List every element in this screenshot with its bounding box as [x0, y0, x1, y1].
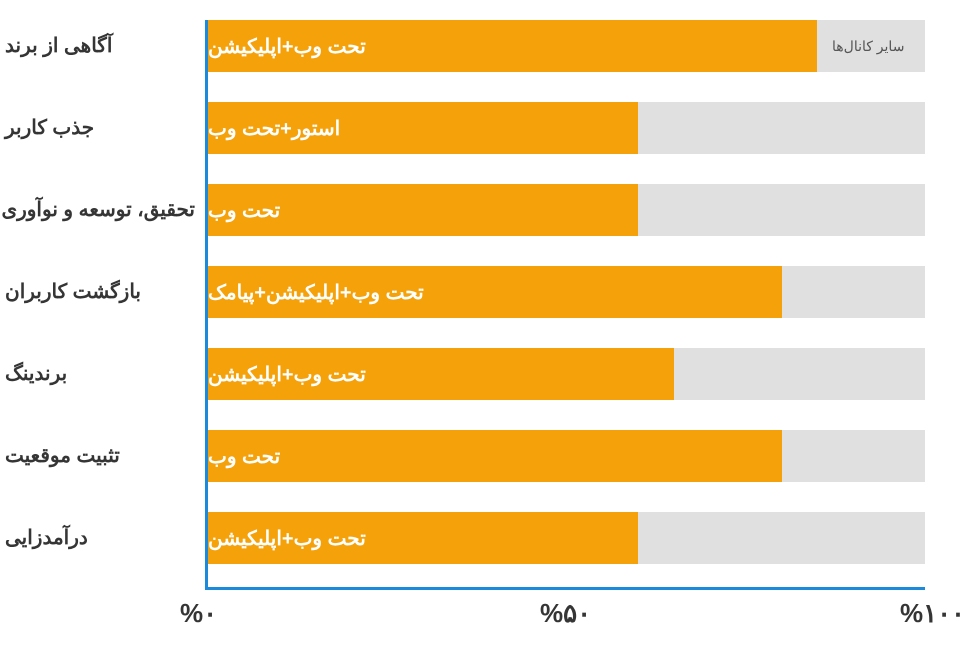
- bar-track: تحت وب+اپلیکیشن: [208, 512, 925, 564]
- bar-fill: تحت وب+اپلیکیشن+پیامک: [208, 266, 782, 318]
- bar-fill: تحت وب+اپلیکیشن: [208, 512, 638, 564]
- bar-fill-label: تحت وب: [208, 444, 280, 469]
- bar-fill-label: تحت وب+اپلیکیشن: [208, 34, 366, 59]
- xtick-label: %۰: [180, 598, 217, 629]
- bar-fill-label: استور+تحت وب: [208, 116, 340, 141]
- bar-row: تحقیق، توسعه و نوآوری تحت وب: [0, 184, 975, 236]
- bar-row: درآمدزایی تحت وب+اپلیکیشن: [0, 512, 975, 564]
- bar-track: تحت وب+اپلیکیشن+پیامک: [208, 266, 925, 318]
- row-label: بازگشت کاربران: [5, 266, 195, 318]
- bar-row: برندینگ تحت وب+اپلیکیشن: [0, 348, 975, 400]
- xtick-label: %۱۰۰: [900, 598, 965, 629]
- xtick-label: %۵۰: [540, 598, 591, 629]
- bar-fill: تحت وب: [208, 430, 782, 482]
- bar-row: آگاهی از برند تحت وب+اپلیکیشن سایر کانال‌ه…: [0, 20, 975, 72]
- row-label: برندینگ: [5, 348, 195, 400]
- row-label: آگاهی از برند: [5, 20, 195, 72]
- bar-fill: تحت وب+اپلیکیشن: [208, 348, 674, 400]
- x-axis: [205, 587, 925, 590]
- row-label: درآمدزایی: [5, 512, 195, 564]
- row-label: جذب کاربر: [5, 102, 195, 154]
- bar-fill-label: تحت وب+اپلیکیشن: [208, 526, 366, 551]
- bar-row: بازگشت کاربران تحت وب+اپلیکیشن+پیامک: [0, 266, 975, 318]
- bar-track: تحت وب+اپلیکیشن: [208, 348, 925, 400]
- bar-fill: استور+تحت وب: [208, 102, 638, 154]
- bar-track: استور+تحت وب: [208, 102, 925, 154]
- bar-fill: تحت وب+اپلیکیشن: [208, 20, 817, 72]
- bar-track: تحت وب+اپلیکیشن سایر کانال‌ها: [208, 20, 925, 72]
- bar-row: جذب کاربر استور+تحت وب: [0, 102, 975, 154]
- bar-row: تثبیت موقعیت تحت وب: [0, 430, 975, 482]
- row-label: تثبیت موقعیت: [5, 430, 195, 482]
- bar-track: تحت وب: [208, 184, 925, 236]
- bar-track: تحت وب: [208, 430, 925, 482]
- bar-fill: تحت وب: [208, 184, 638, 236]
- other-channels-label: سایر کانال‌ها: [817, 20, 925, 72]
- bar-fill-label: تحت وب+اپلیکیشن+پیامک: [208, 280, 424, 305]
- bar-fill-label: تحت وب: [208, 198, 280, 223]
- chart-container: آگاهی از برند تحت وب+اپلیکیشن سایر کانال‌ه…: [0, 0, 975, 650]
- row-label: تحقیق، توسعه و نوآوری: [5, 184, 195, 236]
- bar-fill-label: تحت وب+اپلیکیشن: [208, 362, 366, 387]
